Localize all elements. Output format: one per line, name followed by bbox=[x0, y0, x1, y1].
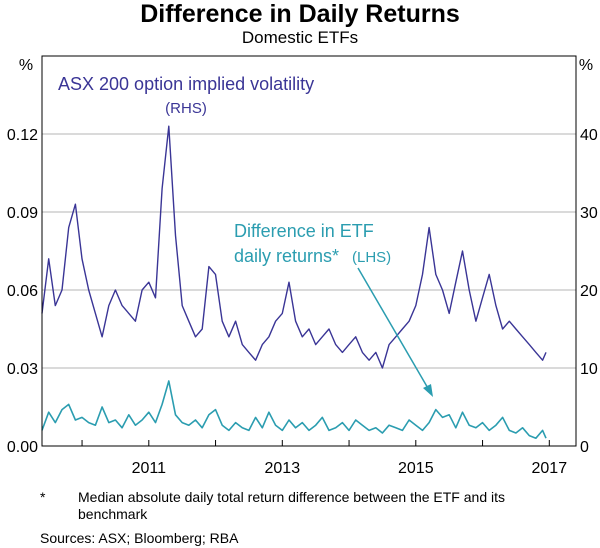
footnote-marker: * bbox=[40, 489, 46, 505]
sources: Sources: ASX; Bloomberg; RBA bbox=[40, 530, 239, 546]
x-tick-label: 2013 bbox=[265, 460, 301, 477]
etf-difference-line bbox=[41, 380, 547, 440]
footnote-text: Median absolute daily total return diffe… bbox=[78, 489, 505, 522]
left-axis-labels: 0.00 0.03 0.06 0.09 0.12 bbox=[7, 127, 38, 456]
left-tick-label: 0.09 bbox=[7, 205, 38, 222]
etf-label-line1: Difference in ETF bbox=[234, 221, 374, 241]
x-tick-label: 2017 bbox=[532, 460, 568, 477]
right-axis-labels: 0 10 20 30 40 bbox=[580, 127, 598, 456]
plot-frame bbox=[41, 55, 577, 447]
x-tick-label: 2015 bbox=[398, 460, 434, 477]
etf-pointer-arrow bbox=[357, 267, 430, 391]
right-tick-label: 10 bbox=[580, 361, 598, 378]
right-tick-label: 0 bbox=[580, 439, 589, 456]
right-unit-label: % bbox=[579, 57, 593, 74]
etf-axis-note: (LHS) bbox=[352, 249, 391, 266]
left-unit-label: % bbox=[19, 57, 33, 74]
etf-series-group bbox=[41, 380, 547, 440]
volatility-series-group bbox=[41, 125, 547, 369]
right-tick-label: 20 bbox=[580, 283, 598, 300]
tick-marks bbox=[81, 440, 550, 446]
volatility-label: ASX 200 option implied volatility bbox=[58, 74, 314, 94]
right-tick-label: 40 bbox=[580, 127, 598, 144]
chart-title: Difference in Daily Returns bbox=[140, 0, 460, 28]
etf-pointer-arrowhead bbox=[423, 384, 433, 397]
left-tick-label: 0.03 bbox=[7, 361, 38, 378]
x-tick-label: 2011 bbox=[132, 460, 167, 477]
gridlines bbox=[42, 133, 576, 369]
volatility-line bbox=[41, 125, 547, 369]
left-tick-label: 0.06 bbox=[7, 283, 38, 300]
chart-subtitle: Domestic ETFs bbox=[241, 28, 359, 47]
left-tick-label: 0.00 bbox=[7, 439, 38, 456]
x-axis-labels: 2011 2013 2015 2017 bbox=[132, 460, 568, 477]
left-tick-label: 0.12 bbox=[7, 127, 38, 144]
volatility-axis-note: (RHS) bbox=[165, 100, 207, 117]
right-tick-label: 30 bbox=[580, 205, 598, 222]
etf-label-line2: daily returns* bbox=[234, 246, 339, 266]
